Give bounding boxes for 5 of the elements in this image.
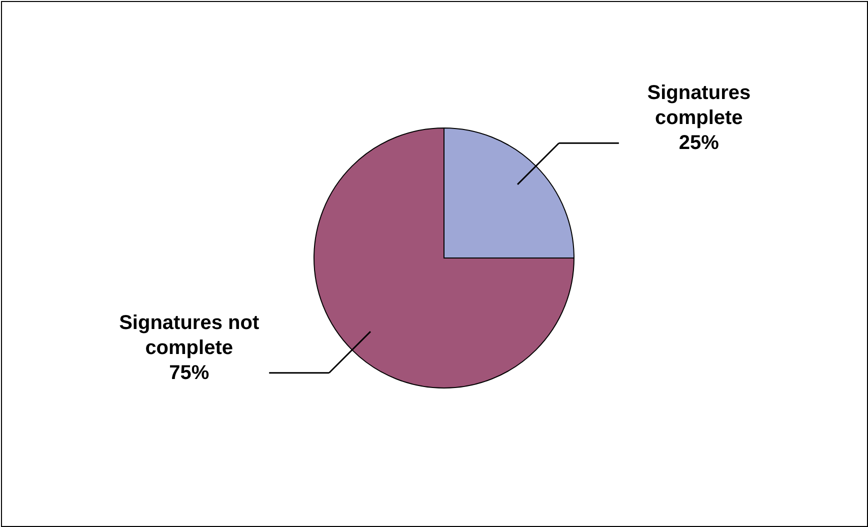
slice-label: Signatures complete bbox=[647, 82, 751, 130]
data-label: 75% bbox=[169, 362, 210, 384]
slice-label: Signatures not complete bbox=[119, 312, 260, 359]
data-label: 25% bbox=[678, 132, 720, 154]
pie-slice bbox=[314, 128, 574, 388]
